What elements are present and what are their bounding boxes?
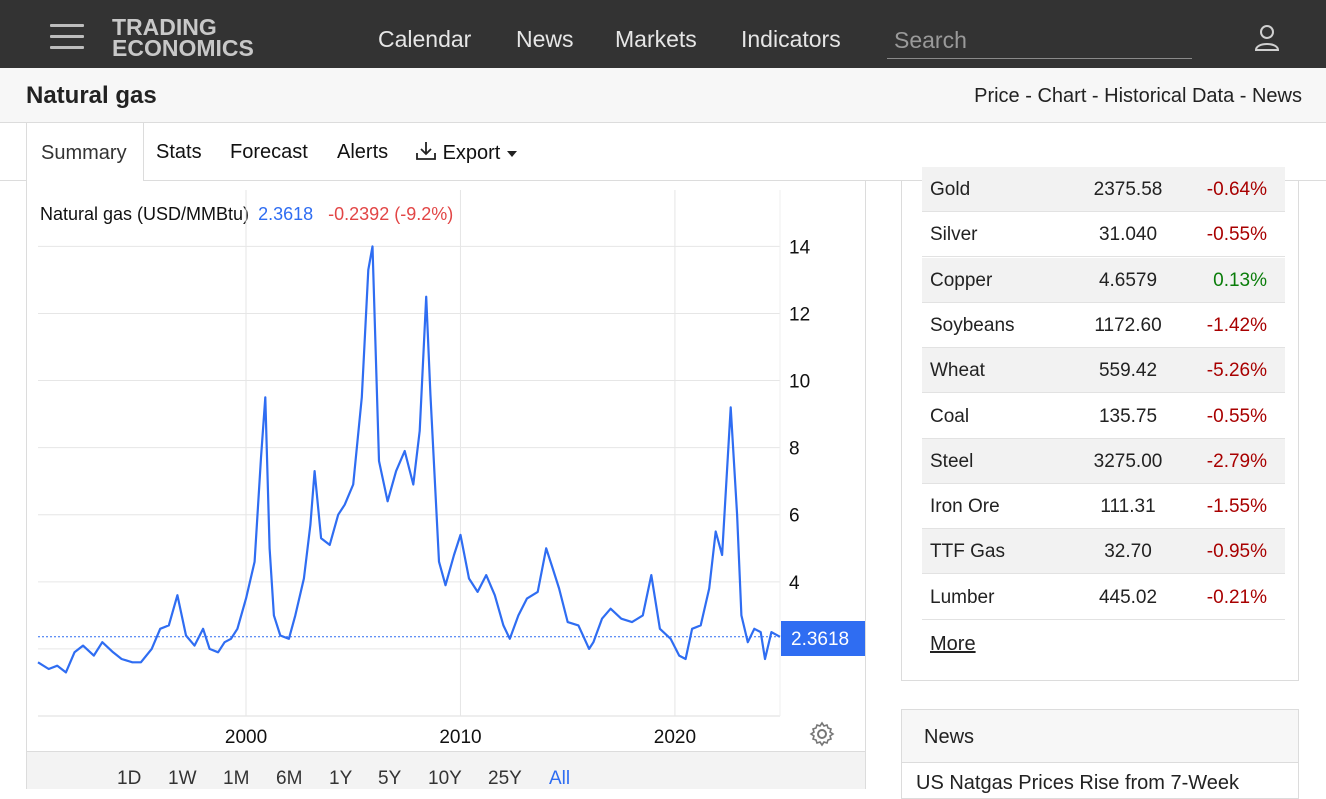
crumb-separator: - <box>1019 85 1038 107</box>
title-bar: Natural gas Price - Chart - Historical D… <box>0 68 1326 123</box>
commodity-name: TTF Gas <box>930 541 1005 563</box>
tab-summary[interactable]: Summary <box>26 123 144 182</box>
caret-down-icon <box>506 151 517 157</box>
commodity-row[interactable]: Coal 135.75 -0.55% <box>922 394 1285 439</box>
commodity-change: -0.55% <box>1206 405 1267 427</box>
chart-change: -0.2392 (-9.2%) <box>328 204 454 224</box>
commodity-row[interactable]: Soybeans 1172.60 -1.42% <box>922 303 1285 348</box>
commodity-price: 559.42 <box>1098 360 1158 382</box>
logo-line2: ECONOMICS <box>112 35 254 61</box>
nav-calendar[interactable]: Calendar <box>378 26 472 52</box>
more-link[interactable]: More <box>930 633 976 655</box>
commodity-change: -0.64% <box>1206 179 1267 200</box>
commodity-change: -5.26% <box>1206 360 1267 382</box>
range-6m[interactable]: 6M <box>276 768 303 789</box>
page-title: Natural gas <box>26 82 157 109</box>
tab-forecast[interactable]: Forecast <box>230 141 308 163</box>
chart-header: Natural gas (USD/MMBtu) 2.3618 -0.2392 (… <box>40 204 453 225</box>
commodity-name: Wheat <box>930 360 985 382</box>
commodity-row[interactable]: Wheat 559.42 -5.26% <box>922 348 1285 394</box>
news-heading: News <box>924 726 975 748</box>
commodity-change: -2.79% <box>1206 450 1267 472</box>
commodity-change: -1.42% <box>1206 314 1267 336</box>
news-item[interactable]: US Natgas Prices Rise from 7-Week <box>916 772 1240 794</box>
commodity-change: -0.95% <box>1206 541 1267 563</box>
commodity-name: Steel <box>930 450 974 472</box>
top-navbar: TRADING ECONOMICS Calendar News Markets … <box>0 0 1326 68</box>
export-label: Export <box>442 142 501 164</box>
commodity-name: Silver <box>930 224 978 246</box>
nav-markets[interactable]: Markets <box>615 26 697 52</box>
gear-icon[interactable] <box>809 721 835 747</box>
chart-price: 2.3618 <box>258 204 314 224</box>
commodity-row[interactable]: TTF Gas 32.70 -0.95% <box>922 529 1285 575</box>
commodity-price: 2375.58 <box>1093 179 1163 200</box>
user-icon[interactable] <box>1254 24 1280 52</box>
commodity-price: 3275.00 <box>1093 450 1163 472</box>
commodity-row[interactable]: Silver 31.040 -0.55% <box>922 212 1285 258</box>
commodity-row[interactable]: Iron Ore 111.31 -1.55% <box>922 484 1285 530</box>
crumb-chart[interactable]: Chart <box>1037 85 1087 107</box>
commodity-name: Lumber <box>930 586 995 608</box>
commodity-row[interactable]: Steel 3275.00 -2.79% <box>922 438 1285 484</box>
breadcrumb: Price - Chart - Historical Data - News <box>974 85 1302 108</box>
commodity-price: 445.02 <box>1098 586 1158 608</box>
crumb-historical-data[interactable]: Historical Data <box>1104 85 1235 107</box>
commodity-change: -0.55% <box>1206 224 1267 246</box>
tab-stats[interactable]: Stats <box>156 141 202 163</box>
crumb-separator: - <box>1234 85 1252 107</box>
range-1d[interactable]: 1D <box>117 768 142 789</box>
commodity-name: Iron Ore <box>930 496 1000 518</box>
commodity-change: -0.21% <box>1206 586 1267 608</box>
export-button[interactable]: Export <box>415 141 518 165</box>
chart-label: Natural gas (USD/MMBtu) <box>40 204 250 224</box>
commodity-row[interactable]: Lumber 445.02 -0.21% <box>922 575 1285 620</box>
logo-line1: TRADING <box>112 14 217 40</box>
commodity-price: 1172.60 <box>1094 314 1162 336</box>
commodity-row[interactable]: Gold 2375.58 -0.64% <box>922 167 1285 212</box>
commodity-price: 32.70 <box>1104 541 1152 563</box>
nav-news[interactable]: News <box>516 26 574 52</box>
menu-icon[interactable] <box>50 24 84 50</box>
range-1w[interactable]: 1W <box>168 768 197 789</box>
commodity-price: 4.6579 <box>1098 269 1158 291</box>
chart-panel <box>26 181 866 751</box>
search-input[interactable] <box>887 22 1192 59</box>
range-bar <box>26 751 866 789</box>
news-header: News <box>901 709 1299 763</box>
crumb-separator: - <box>1086 85 1105 107</box>
commodity-name: Gold <box>930 179 971 200</box>
commodity-name: Copper <box>930 269 993 291</box>
commodity-name: Coal <box>930 405 970 427</box>
range-all[interactable]: All <box>549 768 571 789</box>
commodity-change: 0.13% <box>1213 269 1267 291</box>
commodity-price: 31.040 <box>1098 224 1158 246</box>
commodity-change: -1.55% <box>1206 496 1267 518</box>
commodity-price: 135.75 <box>1098 405 1158 427</box>
range-5y[interactable]: 5Y <box>378 768 402 789</box>
last-price-tag: 2.3618 <box>781 621 865 656</box>
range-1y[interactable]: 1Y <box>329 768 353 789</box>
tab-alerts[interactable]: Alerts <box>337 141 389 163</box>
nav-indicators[interactable]: Indicators <box>741 26 841 52</box>
commodity-name: Soybeans <box>930 314 1015 336</box>
crumb-price[interactable]: Price <box>974 85 1020 107</box>
range-1m[interactable]: 1M <box>223 768 250 789</box>
logo[interactable]: TRADING ECONOMICS <box>112 14 254 61</box>
range-25y[interactable]: 25Y <box>488 768 522 789</box>
crumb-news[interactable]: News <box>1251 85 1302 107</box>
range-10y[interactable]: 10Y <box>428 768 462 789</box>
commodity-price: 111.31 <box>1100 496 1156 518</box>
download-icon <box>416 142 436 160</box>
commodity-row[interactable]: Copper 4.6579 0.13% <box>922 257 1285 303</box>
